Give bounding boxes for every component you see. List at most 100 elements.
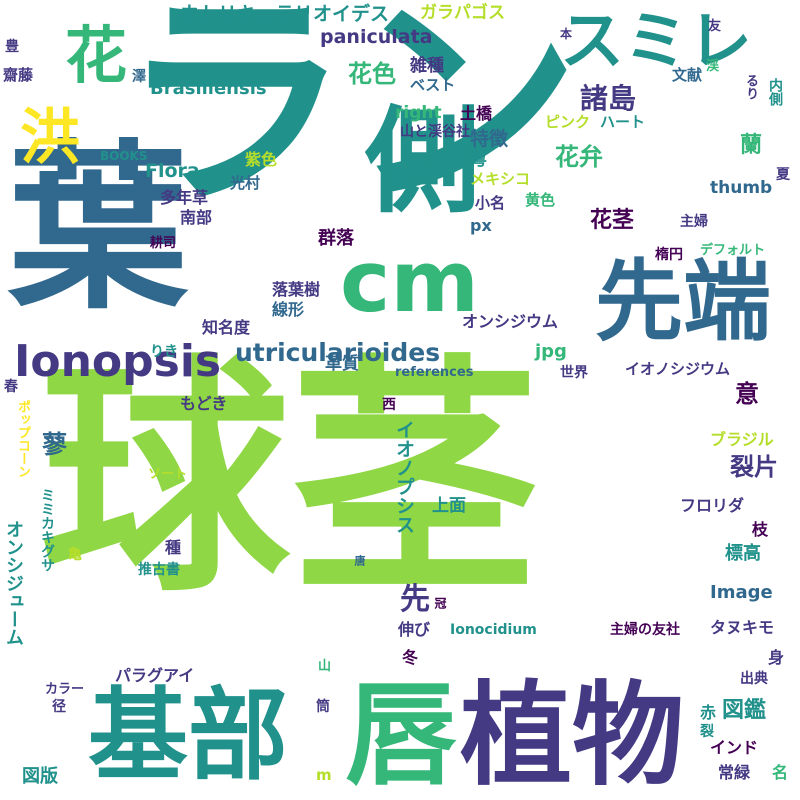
word-パラグアイ: パラグアイ — [115, 666, 195, 685]
word-西: 西 — [382, 397, 396, 413]
word-南部: 南部 — [180, 208, 213, 227]
word-花弁: 花弁 — [555, 143, 603, 171]
word-山: 山 — [318, 659, 332, 674]
word-名: 名 — [772, 763, 789, 782]
word-澤: 澤 — [132, 69, 146, 85]
word-落葉樹: 落葉樹 — [272, 280, 321, 299]
word-洪: 洪 — [20, 103, 80, 173]
word-山と渓谷社: 山と渓谷社 — [400, 124, 470, 140]
word-内側: 内側 — [767, 78, 783, 106]
word-特徴: 特徴 — [470, 128, 509, 150]
word-身: 身 — [768, 648, 785, 667]
word-裂: 裂 — [700, 724, 714, 740]
word-フロリダ: フロリダ — [680, 496, 745, 515]
word-豊: 豊 — [5, 39, 19, 55]
word-スミレ: スミレ — [560, 5, 752, 79]
word-意: 意 — [735, 380, 759, 408]
word-径: 径 — [52, 699, 66, 715]
word-インド: インド — [710, 738, 759, 757]
word-ポップコーン: ポップコーン — [15, 400, 30, 478]
word-thumb: thumb — [710, 178, 773, 198]
word-伸び: 伸び — [398, 620, 431, 639]
word-唐: 唐 — [353, 555, 366, 566]
word-図鑑: 図鑑 — [722, 698, 767, 723]
word-群落: 群落 — [318, 228, 354, 249]
word-耕司: 耕司 — [150, 236, 177, 251]
word-種: 種 — [165, 538, 182, 557]
word-世界: 世界 — [560, 365, 588, 381]
word-萼: 萼 — [470, 150, 487, 170]
word-ハート: ハート — [600, 113, 646, 131]
word-蓼: 蓼 — [42, 430, 68, 459]
word-諸島: 諸島 — [580, 82, 637, 115]
word-亀: 亀 — [68, 547, 82, 563]
word-標高: 標高 — [725, 543, 761, 564]
word-m: m — [316, 766, 332, 784]
word-紫色: 紫色 — [245, 150, 278, 169]
word-花茎: 花茎 — [590, 208, 635, 233]
word-蘭: 蘭 — [740, 133, 763, 158]
word-メキシコ: メキシコ — [470, 170, 531, 188]
word-ブラジル: ブラジル — [710, 430, 774, 449]
word-植物: 植物 — [460, 671, 684, 800]
word-brasiliensis: Brasiliensis — [150, 78, 267, 99]
word-ウトリキュラリオイデス: ウトリキュラリオイデス — [180, 3, 390, 25]
word-先端: 先端 — [595, 250, 772, 353]
word-光村: 光村 — [230, 174, 261, 192]
word-革質: 革質 — [325, 354, 359, 374]
word-オンシジューム: オンシジューム — [3, 520, 24, 646]
word-上面: 上面 — [432, 496, 466, 516]
word-本: 本 — [560, 27, 573, 41]
word-葉: 葉 — [8, 125, 189, 334]
word-齋藤: 齋藤 — [3, 66, 34, 84]
word-春: 春 — [4, 379, 18, 395]
word-flora: Flora — [145, 160, 200, 182]
word-utricularioides: utricularioides — [235, 338, 441, 367]
word-jpg: jpg — [535, 341, 567, 362]
word-ionopsis: Ionopsis — [14, 336, 222, 387]
word-友: 友 — [708, 19, 722, 34]
word-主婦の友社: 主婦の友社 — [610, 622, 680, 638]
word-先: 先 — [400, 582, 430, 617]
word-小名: 小名 — [475, 194, 506, 212]
word-唇: 唇 — [345, 671, 457, 800]
word-ラン: ラン — [120, 0, 581, 238]
word-推古書: 推古書 — [138, 562, 180, 578]
word-基部: 基部 — [88, 677, 288, 794]
word-裂片: 裂片 — [730, 453, 778, 481]
word-側: 側 — [365, 95, 481, 229]
word-枝: 枝 — [752, 520, 769, 539]
word-冠: 冠 — [433, 597, 447, 609]
word-オンシジウム: オンシジウム — [462, 312, 559, 331]
word-夏: 夏 — [776, 167, 790, 183]
word-花: 花 — [65, 19, 128, 92]
word-cm: cm — [340, 233, 479, 332]
word-books: BOOKS — [100, 149, 148, 163]
word-多年草: 多年草 — [160, 188, 209, 207]
word-paniculata: paniculata — [320, 26, 433, 48]
word-黄色: 黄色 — [525, 191, 556, 209]
word-主婦: 主婦 — [680, 214, 708, 230]
word-image: Image — [710, 582, 773, 603]
word-図版: 図版 — [22, 766, 58, 787]
word-雑種: 雑種 — [410, 56, 444, 76]
word-もどき: もどき — [180, 394, 228, 413]
word-ピンク: ピンク — [545, 113, 591, 131]
word-筒: 筒 — [316, 699, 330, 715]
word-イオノシジウム: イオノシジウム — [625, 360, 731, 378]
word-ソート: ソート — [148, 467, 188, 482]
word-土橋: 土橋 — [460, 104, 493, 123]
word-冬: 冬 — [402, 648, 419, 667]
word-楕円: 楕円 — [655, 247, 683, 263]
word-references: references — [395, 365, 474, 380]
word-ガラパゴス: ガラパゴス — [420, 3, 506, 23]
word-カラー: カラー — [45, 682, 85, 697]
word-タヌキモ: タヌキモ — [710, 618, 775, 637]
word-right: right — [395, 103, 442, 123]
word-花色: 花色 — [348, 60, 396, 88]
word-球茎: 球茎 — [40, 334, 540, 625]
word-ionocidium: Ionocidium — [450, 622, 537, 638]
word-px: px — [470, 216, 492, 235]
word-イオノプシス: イオノプシス — [393, 420, 415, 534]
